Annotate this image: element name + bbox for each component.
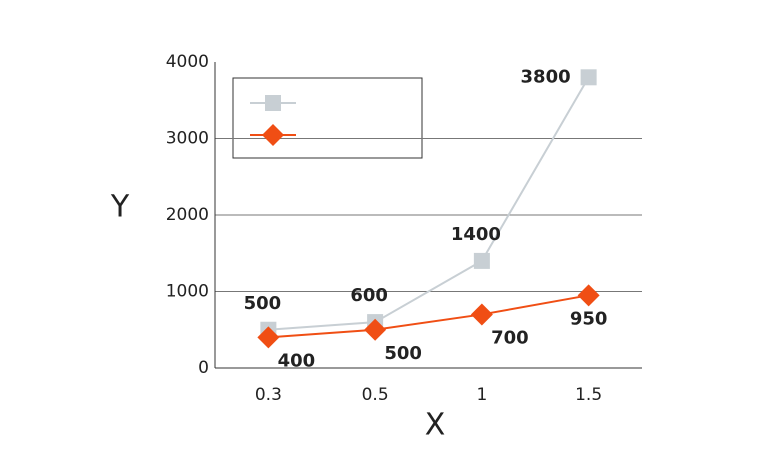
y-tick-label: 2000 <box>166 205 209 225</box>
x-tick-label: 0.3 <box>255 385 282 405</box>
legend-marker <box>262 124 284 146</box>
x-tick-label: 1 <box>476 385 487 405</box>
legend-box <box>232 77 423 159</box>
marker <box>580 69 597 86</box>
value-label: 700 <box>491 327 529 348</box>
value-label: 3800 <box>521 66 571 87</box>
x-axis-title: X <box>425 408 446 443</box>
value-label: 500 <box>244 293 282 314</box>
marker <box>364 318 387 341</box>
y-tick-label: 4000 <box>166 52 209 72</box>
series-line <box>268 76 590 331</box>
marker <box>257 326 280 349</box>
y-tick-label: 3000 <box>166 129 209 149</box>
y-tick-label: 1000 <box>166 282 209 302</box>
value-label: 1400 <box>451 224 501 245</box>
value-label: 400 <box>278 350 316 371</box>
x-tick-label: 1.5 <box>575 385 602 405</box>
marker <box>577 284 600 307</box>
value-label: 950 <box>570 308 608 329</box>
series-line <box>268 294 589 339</box>
y-axis-title: Y <box>110 190 130 225</box>
marker <box>470 303 493 326</box>
marker <box>473 252 490 269</box>
x-tick-label: 0.5 <box>362 385 389 405</box>
y-tick-label: 0 <box>198 358 209 378</box>
legend-marker <box>265 95 281 111</box>
value-label: 500 <box>384 343 422 364</box>
value-label: 600 <box>350 285 388 306</box>
